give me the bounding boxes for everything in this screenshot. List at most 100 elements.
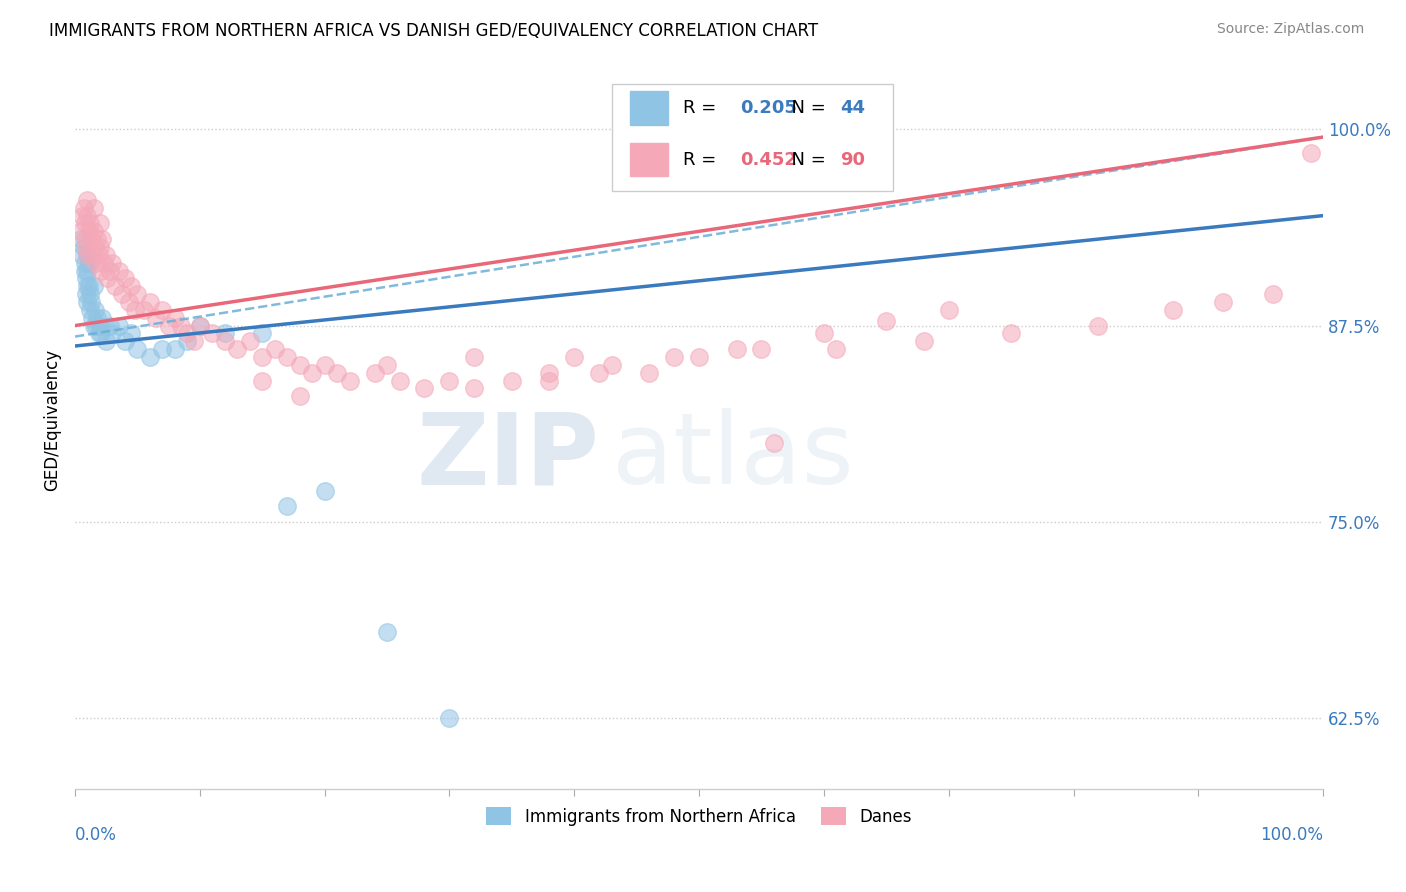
Point [288,358,311,372]
Point [150,302,173,317]
Point [183,334,205,349]
Point [120,326,142,341]
Point [91,310,114,325]
Point [912,334,935,349]
Point [463,350,485,364]
Point [70,232,93,246]
Point [76,193,98,207]
Point [139,295,162,310]
Text: N =: N = [780,151,832,169]
Point [1299,145,1322,160]
Point [288,389,311,403]
Point [73,201,96,215]
Point [1212,295,1234,310]
Point [98,318,121,333]
Point [413,381,436,395]
Point [72,209,94,223]
Point [75,240,97,254]
Text: ZIP: ZIP [416,409,599,505]
Point [176,334,198,349]
Point [83,318,105,333]
Point [86,232,108,246]
Point [86,310,108,325]
Point [439,374,461,388]
Point [84,302,107,317]
Point [538,374,561,388]
Point [124,302,146,317]
Point [214,334,236,349]
Point [176,326,198,341]
Point [263,342,285,356]
Point [1163,302,1185,317]
Point [239,334,262,349]
Point [87,326,110,341]
Point [538,366,561,380]
Point [762,436,785,450]
Text: Source: ZipAtlas.com: Source: ZipAtlas.com [1216,22,1364,37]
Point [938,302,960,317]
Point [688,350,710,364]
Point [72,248,94,262]
Point [82,310,104,325]
Point [73,232,96,246]
Point [80,232,103,246]
Point [73,256,96,270]
Point [77,224,100,238]
Point [73,263,96,277]
Text: IMMIGRANTS FROM NORTHERN AFRICA VS DANISH GED/EQUIVALENCY CORRELATION CHART: IMMIGRANTS FROM NORTHERN AFRICA VS DANIS… [49,22,818,40]
Point [101,326,124,341]
Text: 44: 44 [841,99,865,117]
Point [83,279,105,293]
Point [132,302,155,317]
Point [82,248,104,262]
Point [127,342,149,356]
Point [91,232,114,246]
Text: N =: N = [780,99,832,117]
Point [96,248,118,262]
Point [89,217,111,231]
Point [96,271,118,285]
Point [363,366,385,380]
Point [76,248,98,262]
Point [252,326,274,341]
Point [439,711,461,725]
Point [388,374,411,388]
Point [1263,287,1285,301]
Point [725,342,748,356]
Point [89,318,111,333]
Point [375,624,398,639]
Point [76,248,98,262]
Point [107,263,129,277]
Y-axis label: GED/Equivalency: GED/Equivalency [44,349,60,491]
Point [157,318,180,333]
Point [1087,318,1109,333]
Point [73,240,96,254]
Point [75,287,97,301]
Point [93,256,115,270]
Point [145,310,167,325]
Legend: Immigrants from Northern Africa, Danes: Immigrants from Northern Africa, Danes [479,801,918,832]
Point [89,240,111,254]
Text: 100.0%: 100.0% [1260,826,1323,844]
Point [314,358,336,372]
Point [96,334,118,349]
Point [79,287,101,301]
Point [83,224,105,238]
Bar [630,143,668,177]
Point [76,263,98,277]
Point [101,256,124,270]
Text: 90: 90 [841,151,865,169]
Point [276,500,298,514]
Point [111,287,134,301]
Point [90,263,112,277]
Point [84,256,107,270]
Point [1000,326,1022,341]
Point [87,248,110,262]
Point [188,318,211,333]
Point [339,374,361,388]
Text: 0.0%: 0.0% [75,826,117,844]
Point [588,366,610,380]
Point [98,263,121,277]
Point [90,326,112,341]
Point [79,217,101,231]
